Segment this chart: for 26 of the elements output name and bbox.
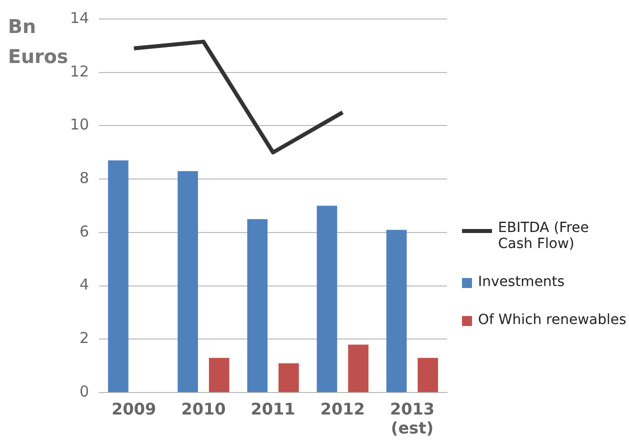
y-tick-label: 2 [80, 329, 90, 348]
y-tick-label: 0 [80, 382, 90, 400]
y-tick-label: 10 [70, 116, 90, 134]
bar [247, 219, 268, 392]
y-tick-label: 14 [70, 8, 90, 27]
legend-label: Investments [478, 274, 565, 290]
bar [208, 358, 230, 392]
y-tick-label: 4 [80, 276, 90, 294]
x-tick-label: 2011 [250, 399, 296, 418]
bar [386, 230, 407, 392]
bar [108, 160, 128, 392]
x-tick-label: 2013 (est) [390, 399, 434, 438]
y-axis-title: Bn Euros [8, 15, 68, 70]
legend-label: EBITDA (Free Cash Flow) [498, 220, 590, 252]
bar [316, 206, 338, 392]
bar [278, 363, 299, 392]
y-tick-label: 6 [80, 222, 90, 240]
y-tick-label: 8 [80, 169, 90, 188]
bar [348, 344, 368, 392]
x-tick-label: 2012 [320, 399, 365, 418]
x-tick-label: 2009 [112, 399, 156, 418]
bar [418, 358, 438, 392]
legend-label: Of Which renewables [478, 312, 626, 328]
x-tick-label: 2010 [181, 399, 226, 418]
y-tick-label: 12 [70, 62, 90, 80]
bar [178, 171, 198, 392]
